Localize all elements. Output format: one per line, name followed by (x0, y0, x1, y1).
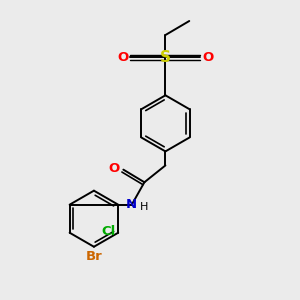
Text: Cl: Cl (102, 225, 116, 238)
Text: S: S (160, 50, 171, 65)
Text: N: N (126, 198, 137, 211)
Text: O: O (109, 162, 120, 175)
Text: O: O (118, 51, 129, 64)
Text: H: H (140, 202, 148, 212)
Text: O: O (202, 51, 213, 64)
Text: Br: Br (85, 250, 102, 262)
